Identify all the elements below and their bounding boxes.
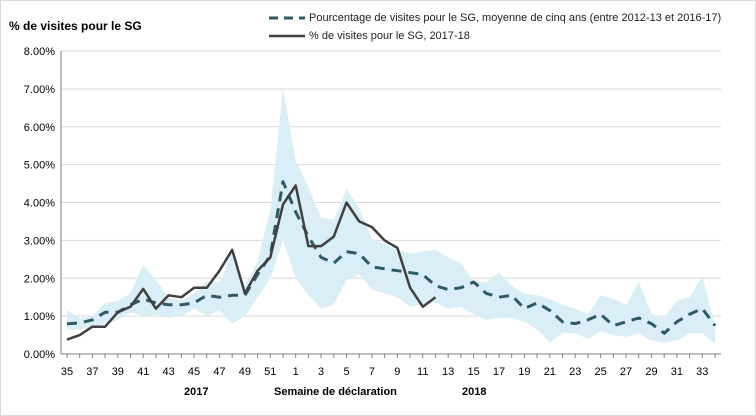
x-tick-label: 1 xyxy=(293,366,299,378)
year-label-2018: 2018 xyxy=(462,386,487,398)
x-tick-label: 33 xyxy=(696,366,708,378)
y-tick-label: 0.00% xyxy=(24,349,55,361)
x-tick-label: 7 xyxy=(369,366,375,378)
y-tick-label: 6.00% xyxy=(24,122,55,134)
x-tick-label: 47 xyxy=(213,366,225,378)
x-tick-label: 21 xyxy=(544,366,556,378)
x-tick-label: 23 xyxy=(569,366,581,378)
x-tick-label: 13 xyxy=(442,366,454,378)
x-tick-label: 41 xyxy=(137,366,149,378)
legend-swatch-solid xyxy=(269,34,305,38)
x-tick-label: 5 xyxy=(343,366,349,378)
x-tick-label: 43 xyxy=(163,366,175,378)
x-axis-title: Semaine de déclaration xyxy=(274,386,397,398)
x-tick-label: 51 xyxy=(264,366,276,378)
x-tick-label: 49 xyxy=(239,366,251,378)
y-tick-label: 2.00% xyxy=(24,273,55,285)
x-tick-label: 31 xyxy=(671,366,683,378)
x-tick-label: 15 xyxy=(467,366,479,378)
x-tick-label: 19 xyxy=(518,366,530,378)
year-label-2017: 2017 xyxy=(184,386,209,398)
legend-item-current: % de visites pour le SG, 2017-18 xyxy=(269,27,721,45)
legend: Pourcentage de visites pour le SG, moyen… xyxy=(269,9,721,45)
legend-item-average: Pourcentage de visites pour le SG, moyen… xyxy=(269,9,721,27)
y-tick-label: 3.00% xyxy=(24,235,55,247)
x-tick-label: 35 xyxy=(61,366,73,378)
x-tick-label: 25 xyxy=(595,366,607,378)
y-tick-label: 4.00% xyxy=(24,198,55,210)
x-tick-label: 27 xyxy=(620,366,632,378)
x-tick-label: 39 xyxy=(112,366,124,378)
legend-swatch-dashed xyxy=(269,16,305,20)
x-tick-label: 37 xyxy=(86,366,98,378)
x-tick-label: 3 xyxy=(318,366,324,378)
x-tick-label: 45 xyxy=(188,366,200,378)
legend-label-average: Pourcentage de visites pour le SG, moyen… xyxy=(309,12,722,24)
x-tick-label: 17 xyxy=(493,366,505,378)
y-tick-label: 1.00% xyxy=(24,311,55,323)
range-band xyxy=(67,88,715,345)
y-axis-title: % de visites pour le SG xyxy=(9,19,142,33)
y-tick-label: 5.00% xyxy=(24,160,55,172)
x-tick-label: 9 xyxy=(394,366,400,378)
series-line-average xyxy=(66,180,717,335)
x-tick-label: 29 xyxy=(645,366,657,378)
series-line-current xyxy=(66,184,437,341)
legend-label-current: % de visites pour le SG, 2017-18 xyxy=(309,30,470,42)
y-tick-label: 8.00% xyxy=(24,46,55,58)
y-tick-label: 7.00% xyxy=(24,84,55,96)
x-tick-label: 11 xyxy=(417,366,428,378)
